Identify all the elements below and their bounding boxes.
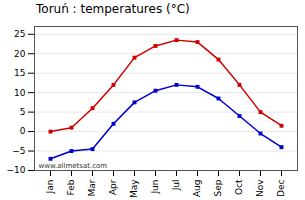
svg-text:Jul: Jul bbox=[171, 180, 181, 192]
svg-text:www.allmetsat.com: www.allmetsat.com bbox=[39, 162, 108, 170]
html-text:Toruń : temperatures (°C): Toruń : temperatures (°C) bbox=[36, 2, 190, 16]
svg-text:10: 10 bbox=[14, 88, 26, 98]
svg-text:Nov: Nov bbox=[255, 179, 265, 197]
svg-text:Jun: Jun bbox=[150, 180, 160, 195]
svg-text:20: 20 bbox=[14, 49, 26, 59]
svg-text:May: May bbox=[129, 179, 139, 198]
svg-text:25: 25 bbox=[14, 29, 25, 39]
svg-text:Oct: Oct bbox=[234, 179, 244, 195]
svg-text:Apr: Apr bbox=[108, 179, 118, 195]
svg-text:0: 0 bbox=[20, 126, 26, 136]
svg-text:5: 5 bbox=[20, 107, 26, 117]
svg-text:15: 15 bbox=[14, 68, 25, 78]
svg-text:Aug: Aug bbox=[192, 180, 202, 198]
svg-text:Feb: Feb bbox=[66, 179, 76, 195]
svg-text:Jan: Jan bbox=[45, 180, 55, 195]
svg-text:Dec: Dec bbox=[276, 179, 286, 196]
svg-text:Sep: Sep bbox=[213, 179, 223, 196]
svg-text:Mar: Mar bbox=[87, 179, 97, 196]
svg-text:−5: −5 bbox=[12, 146, 25, 156]
svg-text:−10: −10 bbox=[7, 165, 26, 175]
